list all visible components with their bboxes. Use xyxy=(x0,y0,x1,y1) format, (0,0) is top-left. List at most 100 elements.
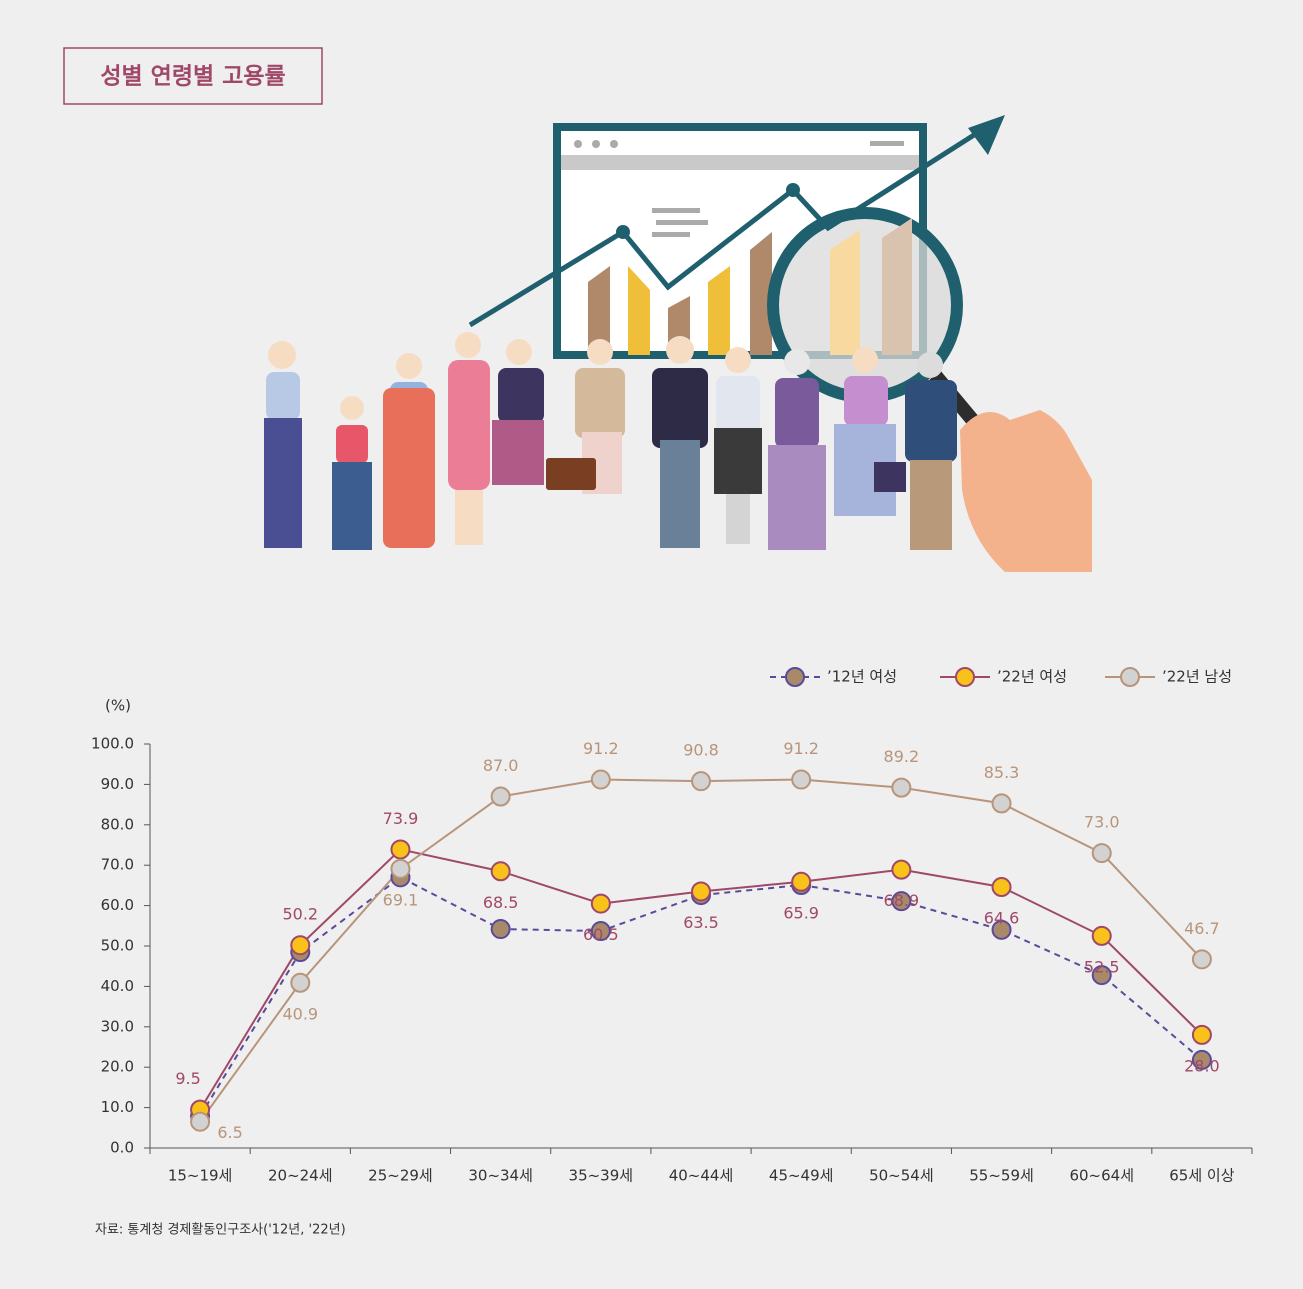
dot xyxy=(592,140,600,148)
dot xyxy=(574,140,582,148)
marker xyxy=(290,972,311,993)
marker xyxy=(590,921,611,942)
trend-arrow xyxy=(468,125,987,328)
x-tick-label: 50~54세 xyxy=(869,1167,934,1185)
x-tick-label: 20~24세 xyxy=(268,1167,333,1185)
data-label: 60.5 xyxy=(583,925,619,944)
illus-bar xyxy=(750,232,772,355)
arrow-head xyxy=(968,115,1005,155)
data-label: 73.9 xyxy=(383,809,419,828)
marker xyxy=(791,871,812,892)
illus-bar xyxy=(708,266,730,355)
data-label: 87.0 xyxy=(483,756,519,775)
legend-label: ’22년 여성 xyxy=(997,668,1067,686)
marker xyxy=(190,1111,211,1132)
hand xyxy=(960,410,1092,572)
x-tick-label: 30~34세 xyxy=(468,1167,533,1185)
legend-label: ’22년 남성 xyxy=(1162,668,1232,686)
y-tick-label: 90.0 xyxy=(101,775,134,793)
text-line xyxy=(652,232,690,237)
text-line xyxy=(656,220,708,225)
legend-marker xyxy=(785,667,805,687)
marker xyxy=(1091,965,1112,986)
y-tick-label: 70.0 xyxy=(101,856,134,874)
data-label: 46.7 xyxy=(1184,919,1220,938)
data-label: 68.9 xyxy=(884,891,920,910)
marker xyxy=(991,793,1012,814)
series-line xyxy=(199,876,1203,1117)
marker xyxy=(390,858,411,879)
data-label: 65.9 xyxy=(783,903,819,922)
x-tick-label: 45~49세 xyxy=(769,1167,834,1185)
illus-bar xyxy=(830,230,860,355)
marker xyxy=(1191,1049,1212,1070)
data-label: 90.8 xyxy=(683,741,719,760)
marker xyxy=(791,769,812,790)
marker xyxy=(390,839,411,860)
x-tick-label: 15~19세 xyxy=(168,1167,233,1185)
data-label: 9.5 xyxy=(175,1069,200,1088)
data-label: 68.5 xyxy=(483,893,519,912)
menu xyxy=(870,141,904,146)
source-note: 자료: 통계청 경제활동인구조사('12년, '22년) xyxy=(95,1223,346,1238)
marker xyxy=(590,893,611,914)
marker xyxy=(490,919,511,940)
arrow-dot xyxy=(786,183,800,197)
chart-title: 성별 연령별 고용률 xyxy=(100,64,285,90)
marker xyxy=(691,881,711,902)
x-tick-label: 35~39세 xyxy=(569,1167,634,1185)
data-label: 91.2 xyxy=(583,739,619,758)
marker xyxy=(490,861,511,882)
data-label: 52.5 xyxy=(1084,957,1120,976)
arrow-dot xyxy=(616,225,630,239)
data-label: 6.5 xyxy=(217,1123,242,1142)
title-box xyxy=(63,47,323,105)
marker xyxy=(891,891,912,912)
marker xyxy=(590,769,611,790)
data-label: 50.2 xyxy=(282,905,318,924)
illus-bar xyxy=(588,266,610,355)
y-tick-label: 30.0 xyxy=(101,1017,134,1035)
data-label: 85.3 xyxy=(984,763,1020,782)
y-tick-label: 0.0 xyxy=(110,1139,134,1157)
y-tick-label: 100.0 xyxy=(91,735,134,753)
x-tick-label: 25~29세 xyxy=(368,1167,433,1185)
marker xyxy=(991,919,1012,940)
y-tick-label: 60.0 xyxy=(101,896,134,914)
legend-label: ’12년 여성 xyxy=(827,668,897,686)
legend-marker xyxy=(955,667,975,687)
legend-marker xyxy=(1120,667,1140,687)
y-tick-label: 80.0 xyxy=(101,815,134,833)
y-tick-label: 20.0 xyxy=(101,1058,134,1076)
y-axis-label: (%) xyxy=(105,697,131,715)
marker xyxy=(1091,843,1112,864)
illus-bar xyxy=(882,218,912,355)
data-label: 73.0 xyxy=(1084,813,1120,832)
data-label: 40.9 xyxy=(282,1004,318,1023)
marker xyxy=(891,859,912,880)
dot xyxy=(610,140,618,148)
people xyxy=(264,332,957,550)
marker xyxy=(1191,949,1212,970)
browser-bar xyxy=(561,155,919,170)
y-tick-label: 50.0 xyxy=(101,937,134,955)
x-tick-label: 65세 이상 xyxy=(1169,1167,1234,1185)
marker xyxy=(290,935,311,956)
data-label: 28.0 xyxy=(1184,1056,1220,1075)
data-label: 69.1 xyxy=(383,890,419,909)
marker xyxy=(490,786,511,807)
marker xyxy=(891,777,912,798)
data-label: 89.2 xyxy=(884,747,920,766)
x-tick-label: 55~59세 xyxy=(969,1167,1034,1185)
data-label: 63.5 xyxy=(683,913,719,932)
marker xyxy=(1191,1024,1212,1045)
illustration xyxy=(264,115,1092,572)
text-line xyxy=(652,208,700,213)
marker xyxy=(1091,925,1112,946)
marker xyxy=(991,877,1012,898)
y-tick-label: 10.0 xyxy=(101,1098,134,1116)
y-tick-label: 40.0 xyxy=(101,977,134,995)
x-tick-label: 60~64세 xyxy=(1069,1167,1134,1185)
x-tick-label: 40~44세 xyxy=(669,1167,734,1185)
